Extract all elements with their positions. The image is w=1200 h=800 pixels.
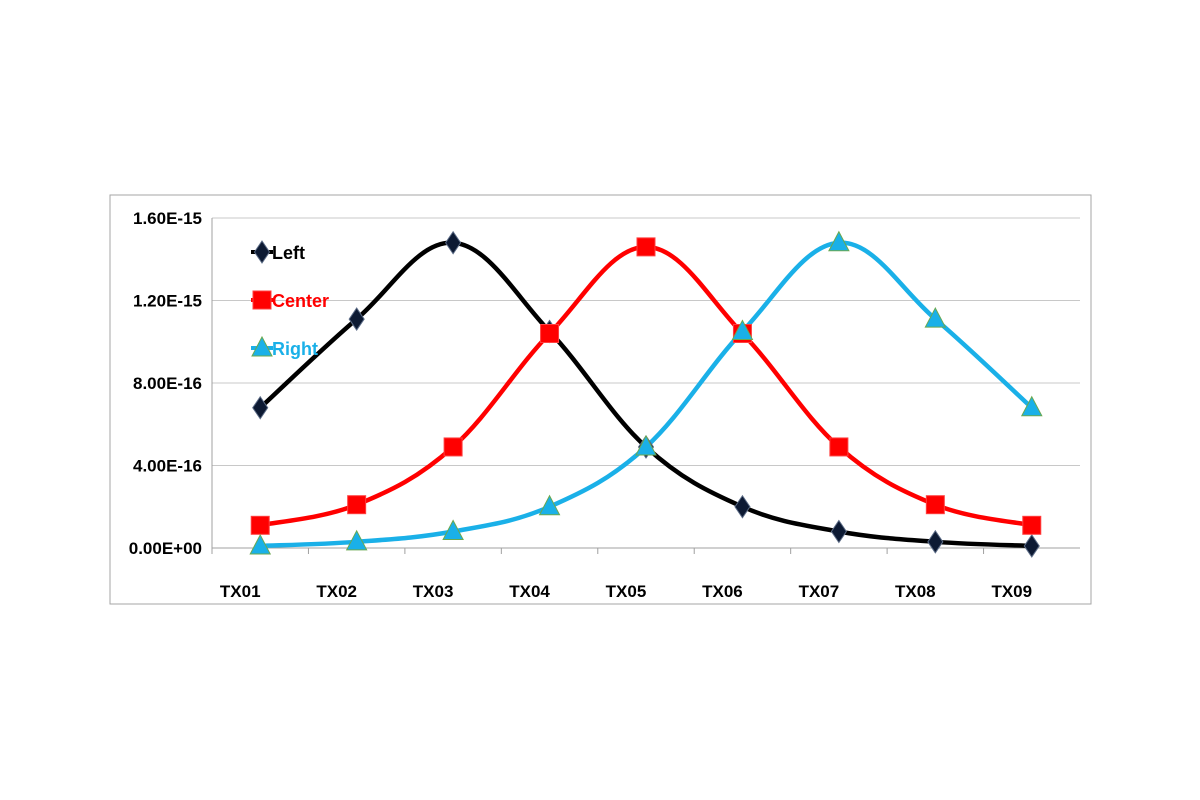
gridlines bbox=[212, 217, 1080, 466]
chart-frame bbox=[109, 194, 1092, 605]
legend-marker-right bbox=[251, 335, 273, 357]
data-point-left bbox=[927, 529, 944, 554]
y-tick-label: 1.60E-15 bbox=[133, 209, 202, 228]
legend-label-center: Center bbox=[272, 291, 329, 311]
data-point-left bbox=[1023, 534, 1040, 558]
legend-label-left: Left bbox=[272, 243, 305, 263]
series-markers bbox=[249, 230, 1043, 558]
x-tick-label: TX07 bbox=[799, 582, 840, 601]
data-point-center bbox=[540, 324, 560, 343]
data-point-right bbox=[442, 519, 464, 540]
data-point-center bbox=[347, 495, 367, 515]
x-tick-label: TX03 bbox=[413, 582, 454, 601]
x-tick-label: TX02 bbox=[316, 582, 357, 601]
x-tick-label: TX06 bbox=[702, 582, 743, 601]
data-point-center bbox=[443, 437, 463, 457]
data-point-center bbox=[1022, 515, 1042, 535]
data-point-left bbox=[830, 519, 847, 544]
data-point-right bbox=[924, 306, 947, 328]
legend-marker-left bbox=[253, 240, 271, 264]
legend: Left Center Right bbox=[251, 240, 329, 359]
y-tick-label: 8.00E-16 bbox=[133, 374, 202, 393]
x-tick-label: TX01 bbox=[220, 582, 261, 601]
data-point-right bbox=[828, 230, 850, 252]
data-point-left bbox=[252, 395, 269, 420]
data-point-left bbox=[445, 230, 462, 255]
data-point-center bbox=[925, 495, 945, 515]
data-point-center bbox=[829, 437, 849, 457]
data-point-center bbox=[636, 237, 656, 257]
axes: 0.00E+00 4.00E-16 8.00E-16 1.20E-15 1.60E-15… bbox=[129, 209, 1080, 601]
data-point-left bbox=[348, 307, 365, 331]
legend-label-right: Right bbox=[272, 339, 318, 359]
data-point-right bbox=[1020, 395, 1043, 417]
data-point-right bbox=[345, 529, 368, 551]
x-tick-label: TX09 bbox=[991, 582, 1032, 601]
data-point-center bbox=[250, 515, 270, 535]
legend-marker-center bbox=[252, 290, 272, 310]
x-tick-label: TX08 bbox=[895, 582, 936, 601]
y-tick-label: 4.00E-16 bbox=[133, 457, 202, 476]
data-point-right bbox=[538, 494, 561, 516]
series-line-right bbox=[257, 240, 1035, 549]
data-point-left bbox=[734, 494, 751, 519]
series-line-left bbox=[257, 240, 1035, 549]
y-tick-label: 1.20E-15 bbox=[133, 292, 202, 311]
x-tick-label: TX05 bbox=[606, 582, 647, 601]
data-point-right bbox=[249, 533, 272, 555]
data-point-right bbox=[635, 434, 657, 456]
data-point-right bbox=[731, 319, 754, 340]
x-tick-label: TX04 bbox=[509, 582, 550, 601]
y-tick-label: 0.00E+00 bbox=[129, 539, 202, 558]
